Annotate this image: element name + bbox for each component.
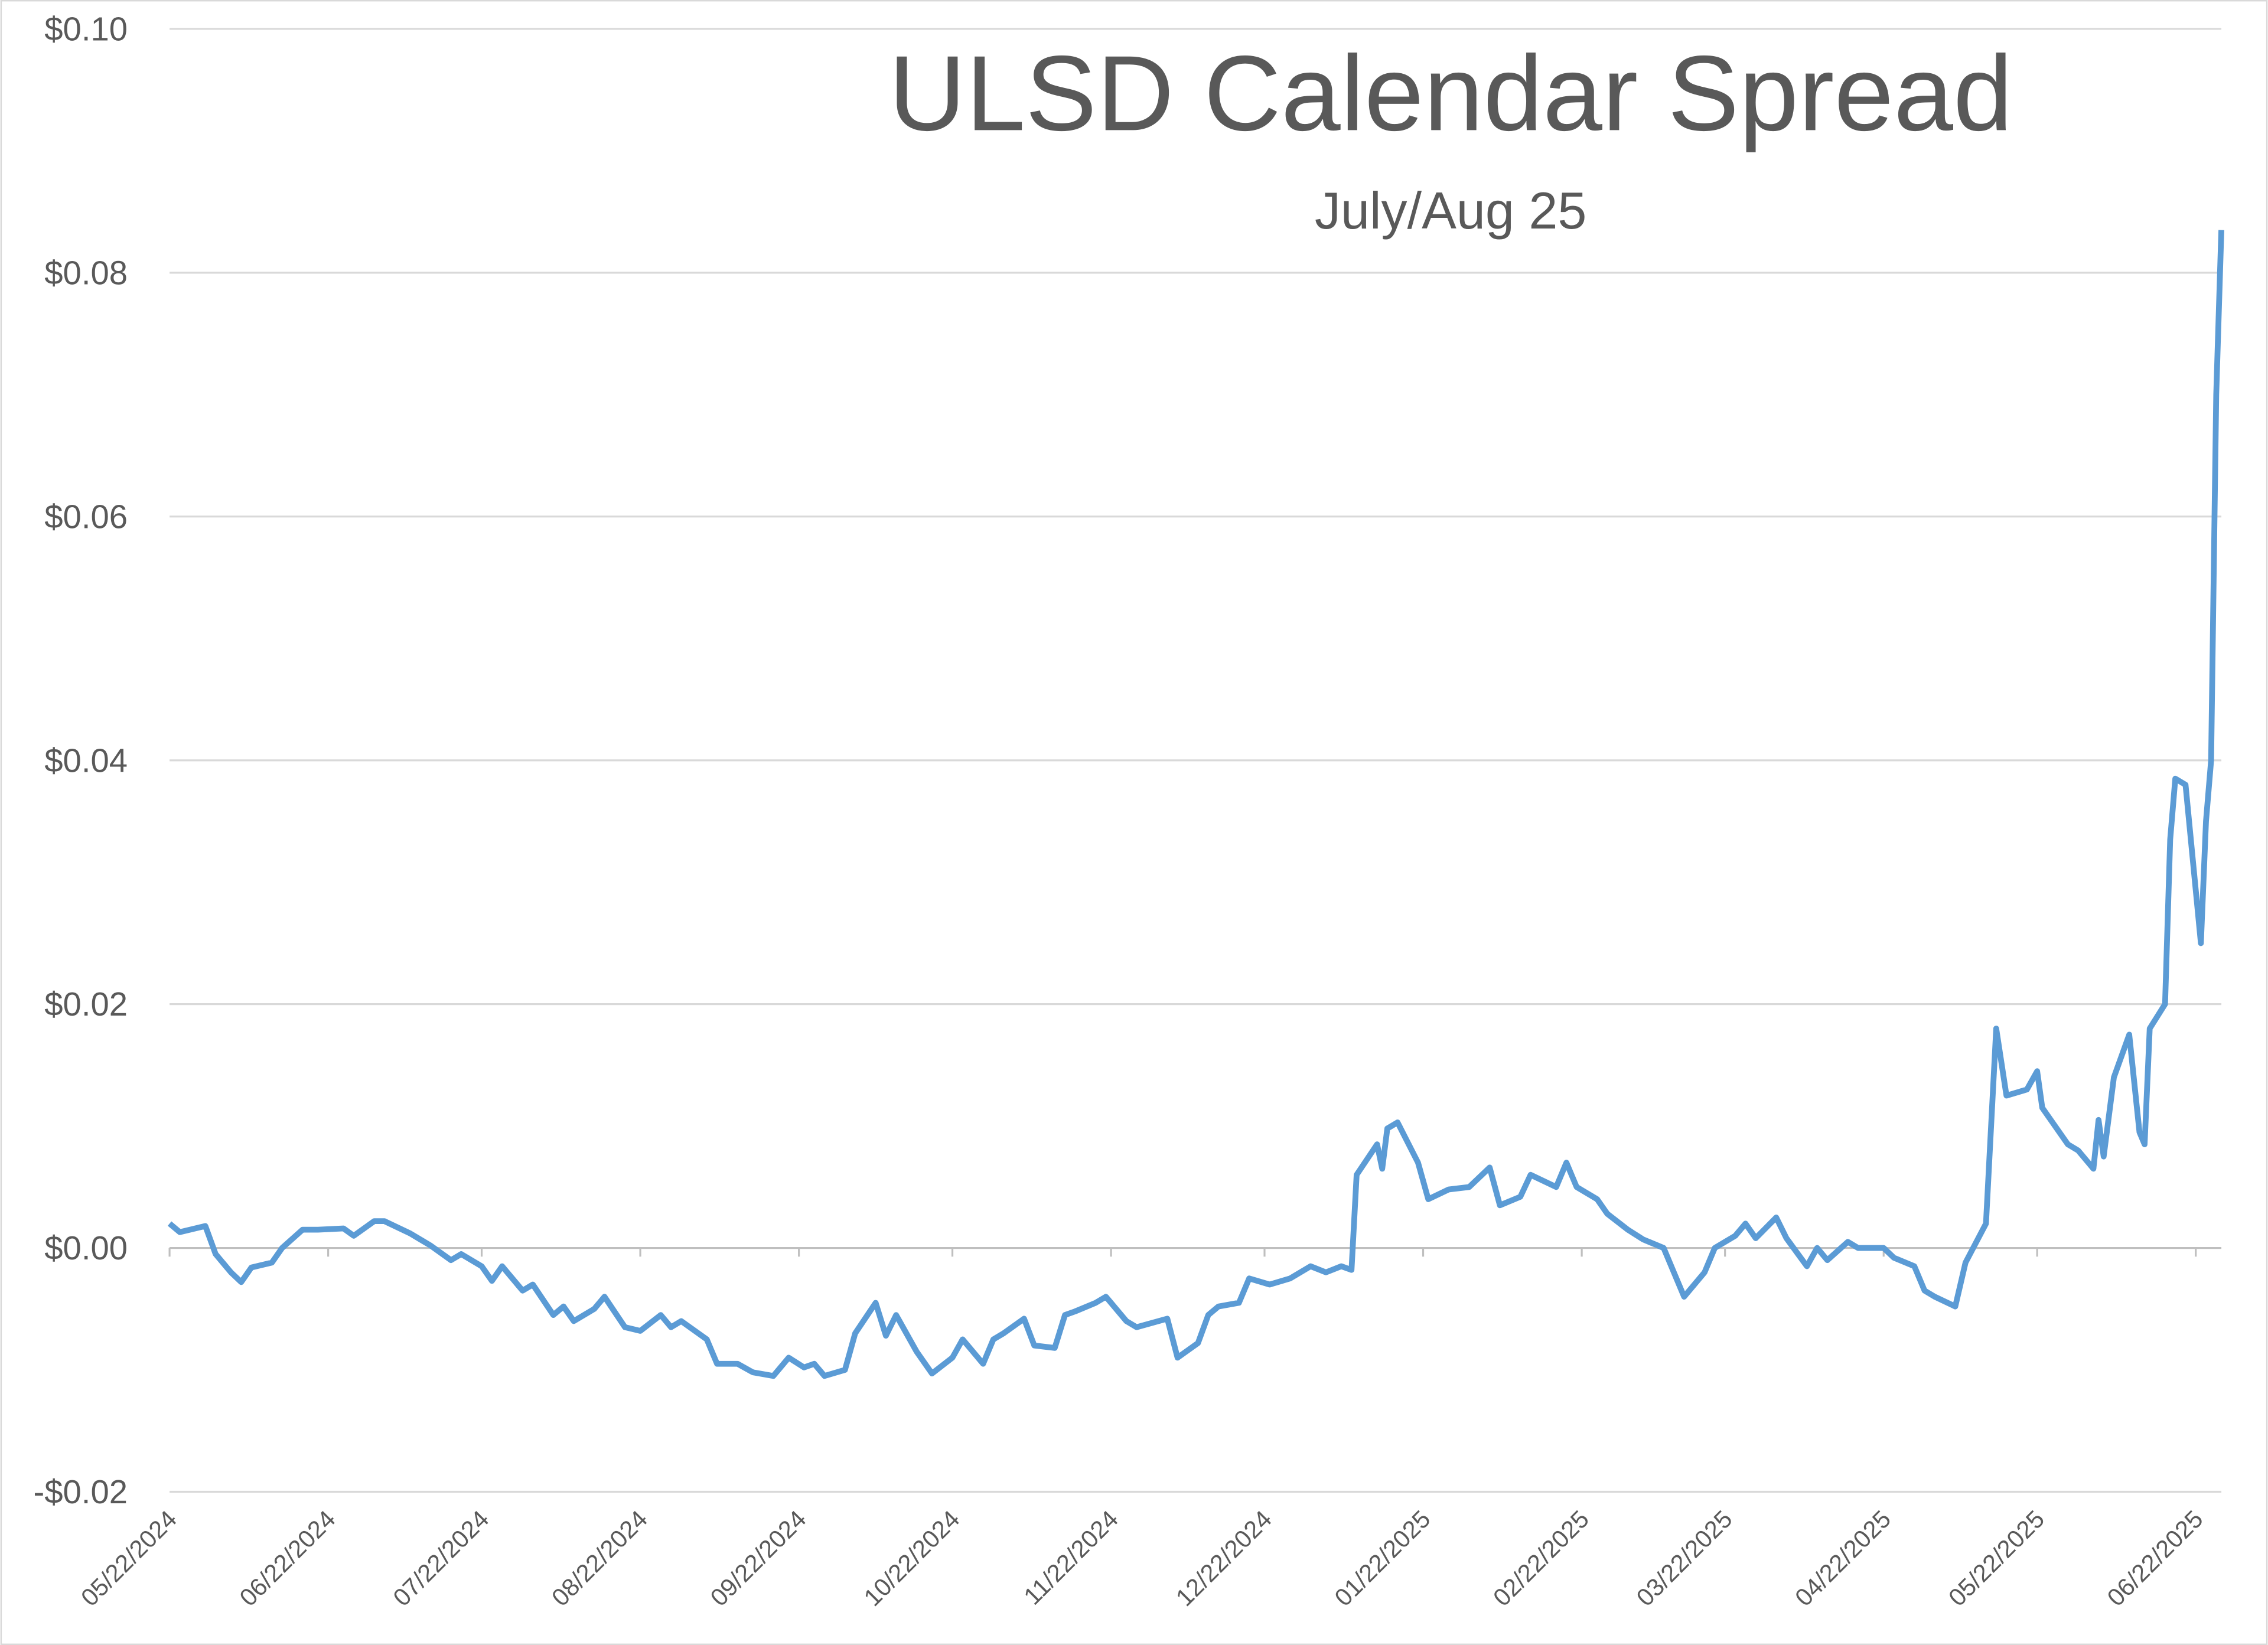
y-tick-label: $0.06 <box>44 498 128 535</box>
y-tick-label: -$0.02 <box>33 1473 128 1510</box>
y-tick-label: $0.04 <box>44 742 128 779</box>
y-tick-label: $0.02 <box>44 985 128 1023</box>
chart-subtitle: July/Aug 25 <box>1315 181 1587 240</box>
y-tick-label: $0.08 <box>44 254 128 291</box>
chart-title: ULSD Calendar Spread <box>889 34 2013 153</box>
data-line <box>167 230 2224 1379</box>
y-tick-label: $0.10 <box>44 11 128 48</box>
y-tick-label: $0.00 <box>44 1229 128 1267</box>
